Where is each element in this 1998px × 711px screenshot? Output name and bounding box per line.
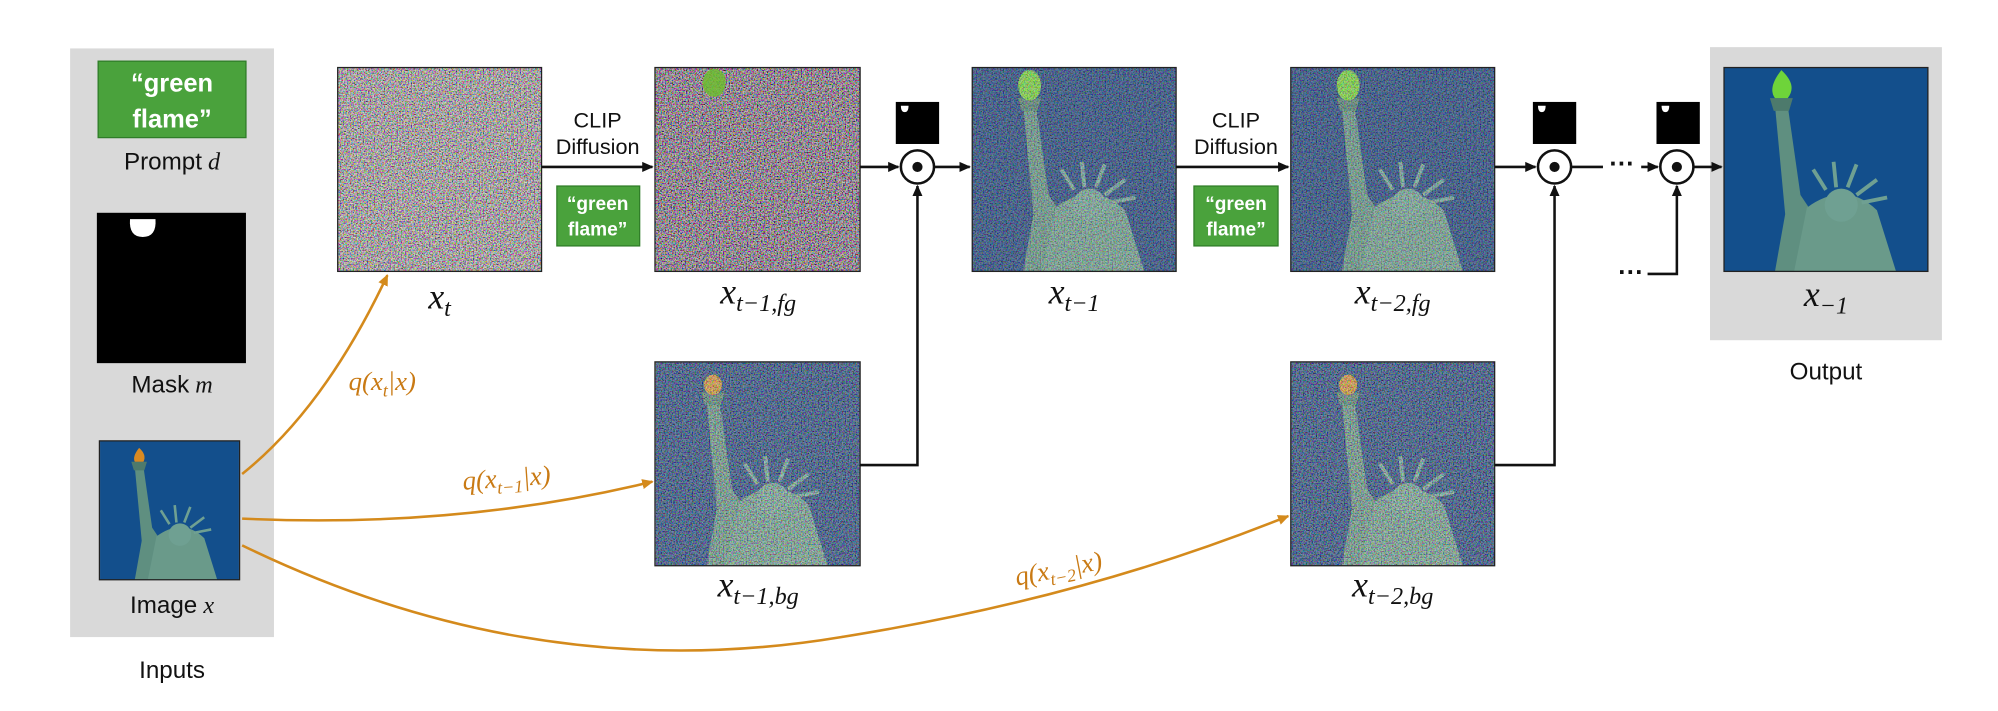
image-xt1-bg (656, 362, 860, 566)
pre: q(x (461, 463, 497, 495)
step-prompt: flame” (568, 220, 627, 241)
var: d (208, 148, 221, 175)
shape (654, 66, 861, 273)
frame (98, 440, 241, 581)
label: Prompt (124, 148, 202, 175)
label: Mask (131, 371, 190, 398)
step-prompt-box (556, 185, 641, 247)
image-xt2-fg (1291, 68, 1495, 272)
sub: t (383, 380, 389, 400)
sub: t−1,bg (733, 583, 798, 610)
label-xt2-fg: xt−2,fg (1354, 271, 1431, 317)
image-xt2-bg (1291, 362, 1495, 566)
shape (1671, 161, 1682, 173)
image-output (1724, 68, 1928, 272)
main: x (427, 276, 444, 316)
ellipsis: ··· (1609, 150, 1634, 178)
label-xt1-fg: xt−1,fg (719, 271, 796, 317)
post: |x) (521, 460, 551, 492)
shape (1723, 66, 1929, 273)
input-image (100, 441, 239, 580)
label: Image (130, 592, 197, 619)
mask-blob (129, 219, 156, 237)
label-xt: xt (427, 276, 452, 322)
step-prompt: “green (1205, 194, 1267, 215)
prompt-text: flame” (132, 105, 211, 133)
pre: q(x (1012, 556, 1051, 592)
shape (1290, 66, 1496, 273)
sub: t−2,fg (1371, 290, 1431, 317)
blend-nodes (895, 101, 1700, 185)
main: x (717, 564, 734, 604)
shape (1661, 105, 1670, 113)
image-xt (338, 68, 542, 272)
prompt-box (97, 60, 247, 139)
main: x (1048, 271, 1065, 311)
main: x (1354, 271, 1371, 311)
step-prompt-box (1193, 185, 1279, 247)
mask-label: Mask m (131, 371, 212, 398)
image-xt1-fg (656, 68, 860, 272)
label-xt1: xt−1 (1048, 271, 1100, 317)
shape (242, 479, 654, 522)
main: x (1803, 274, 1820, 314)
arrows (860, 161, 1723, 467)
main: x (719, 271, 736, 311)
sub: t (444, 295, 452, 322)
shape (241, 274, 389, 475)
clip-label: CLIP (1212, 107, 1260, 132)
label-output: x−1 (1803, 274, 1848, 320)
shape (1537, 105, 1546, 113)
edge-label: q(xt−2|x) (1012, 545, 1105, 596)
shape (860, 184, 923, 467)
sub: t−2,bg (1368, 583, 1433, 610)
shape (900, 105, 909, 113)
prompt-label: Prompt d (124, 148, 221, 175)
inputs-title: Inputs (139, 657, 205, 684)
var: m (195, 371, 212, 398)
clip-label: Diffusion (1194, 134, 1278, 159)
post: |x) (388, 366, 416, 396)
image-xt1 (972, 68, 1176, 272)
shape (971, 66, 1177, 273)
mask-image (96, 212, 246, 364)
label-xt1-bg: xt−1,bg (717, 564, 799, 610)
sub: t−1,fg (736, 290, 796, 317)
main: x (1351, 564, 1368, 604)
ellipsis: ··· (1618, 258, 1643, 286)
noising-curves (241, 274, 1290, 652)
clip-label: Diffusion (556, 134, 640, 159)
var: x (202, 592, 214, 619)
shape (1549, 161, 1560, 173)
edge-label: q(xt−1|x) (461, 460, 551, 500)
shape (912, 161, 923, 173)
image-label: Image x (130, 592, 214, 619)
clip-label: CLIP (574, 107, 622, 132)
output-label: Output (1790, 359, 1863, 386)
sub: t−2 (1049, 565, 1078, 590)
sub: t−1 (497, 476, 524, 498)
label-xt2-bg: xt−2,bg (1351, 564, 1433, 610)
shape (337, 66, 543, 273)
step-prompt: “green (567, 194, 629, 215)
step-prompt: flame” (1206, 220, 1265, 241)
shape (1647, 184, 1682, 276)
pre: q(x (349, 366, 383, 396)
post: |x) (1071, 545, 1104, 580)
sub: −1 (1820, 292, 1848, 319)
shape (241, 514, 1290, 652)
sub: t−1 (1065, 290, 1100, 317)
shape (1494, 184, 1560, 467)
prompt-text: “green (131, 70, 213, 98)
edge-label: q(xt|x) (349, 366, 416, 400)
